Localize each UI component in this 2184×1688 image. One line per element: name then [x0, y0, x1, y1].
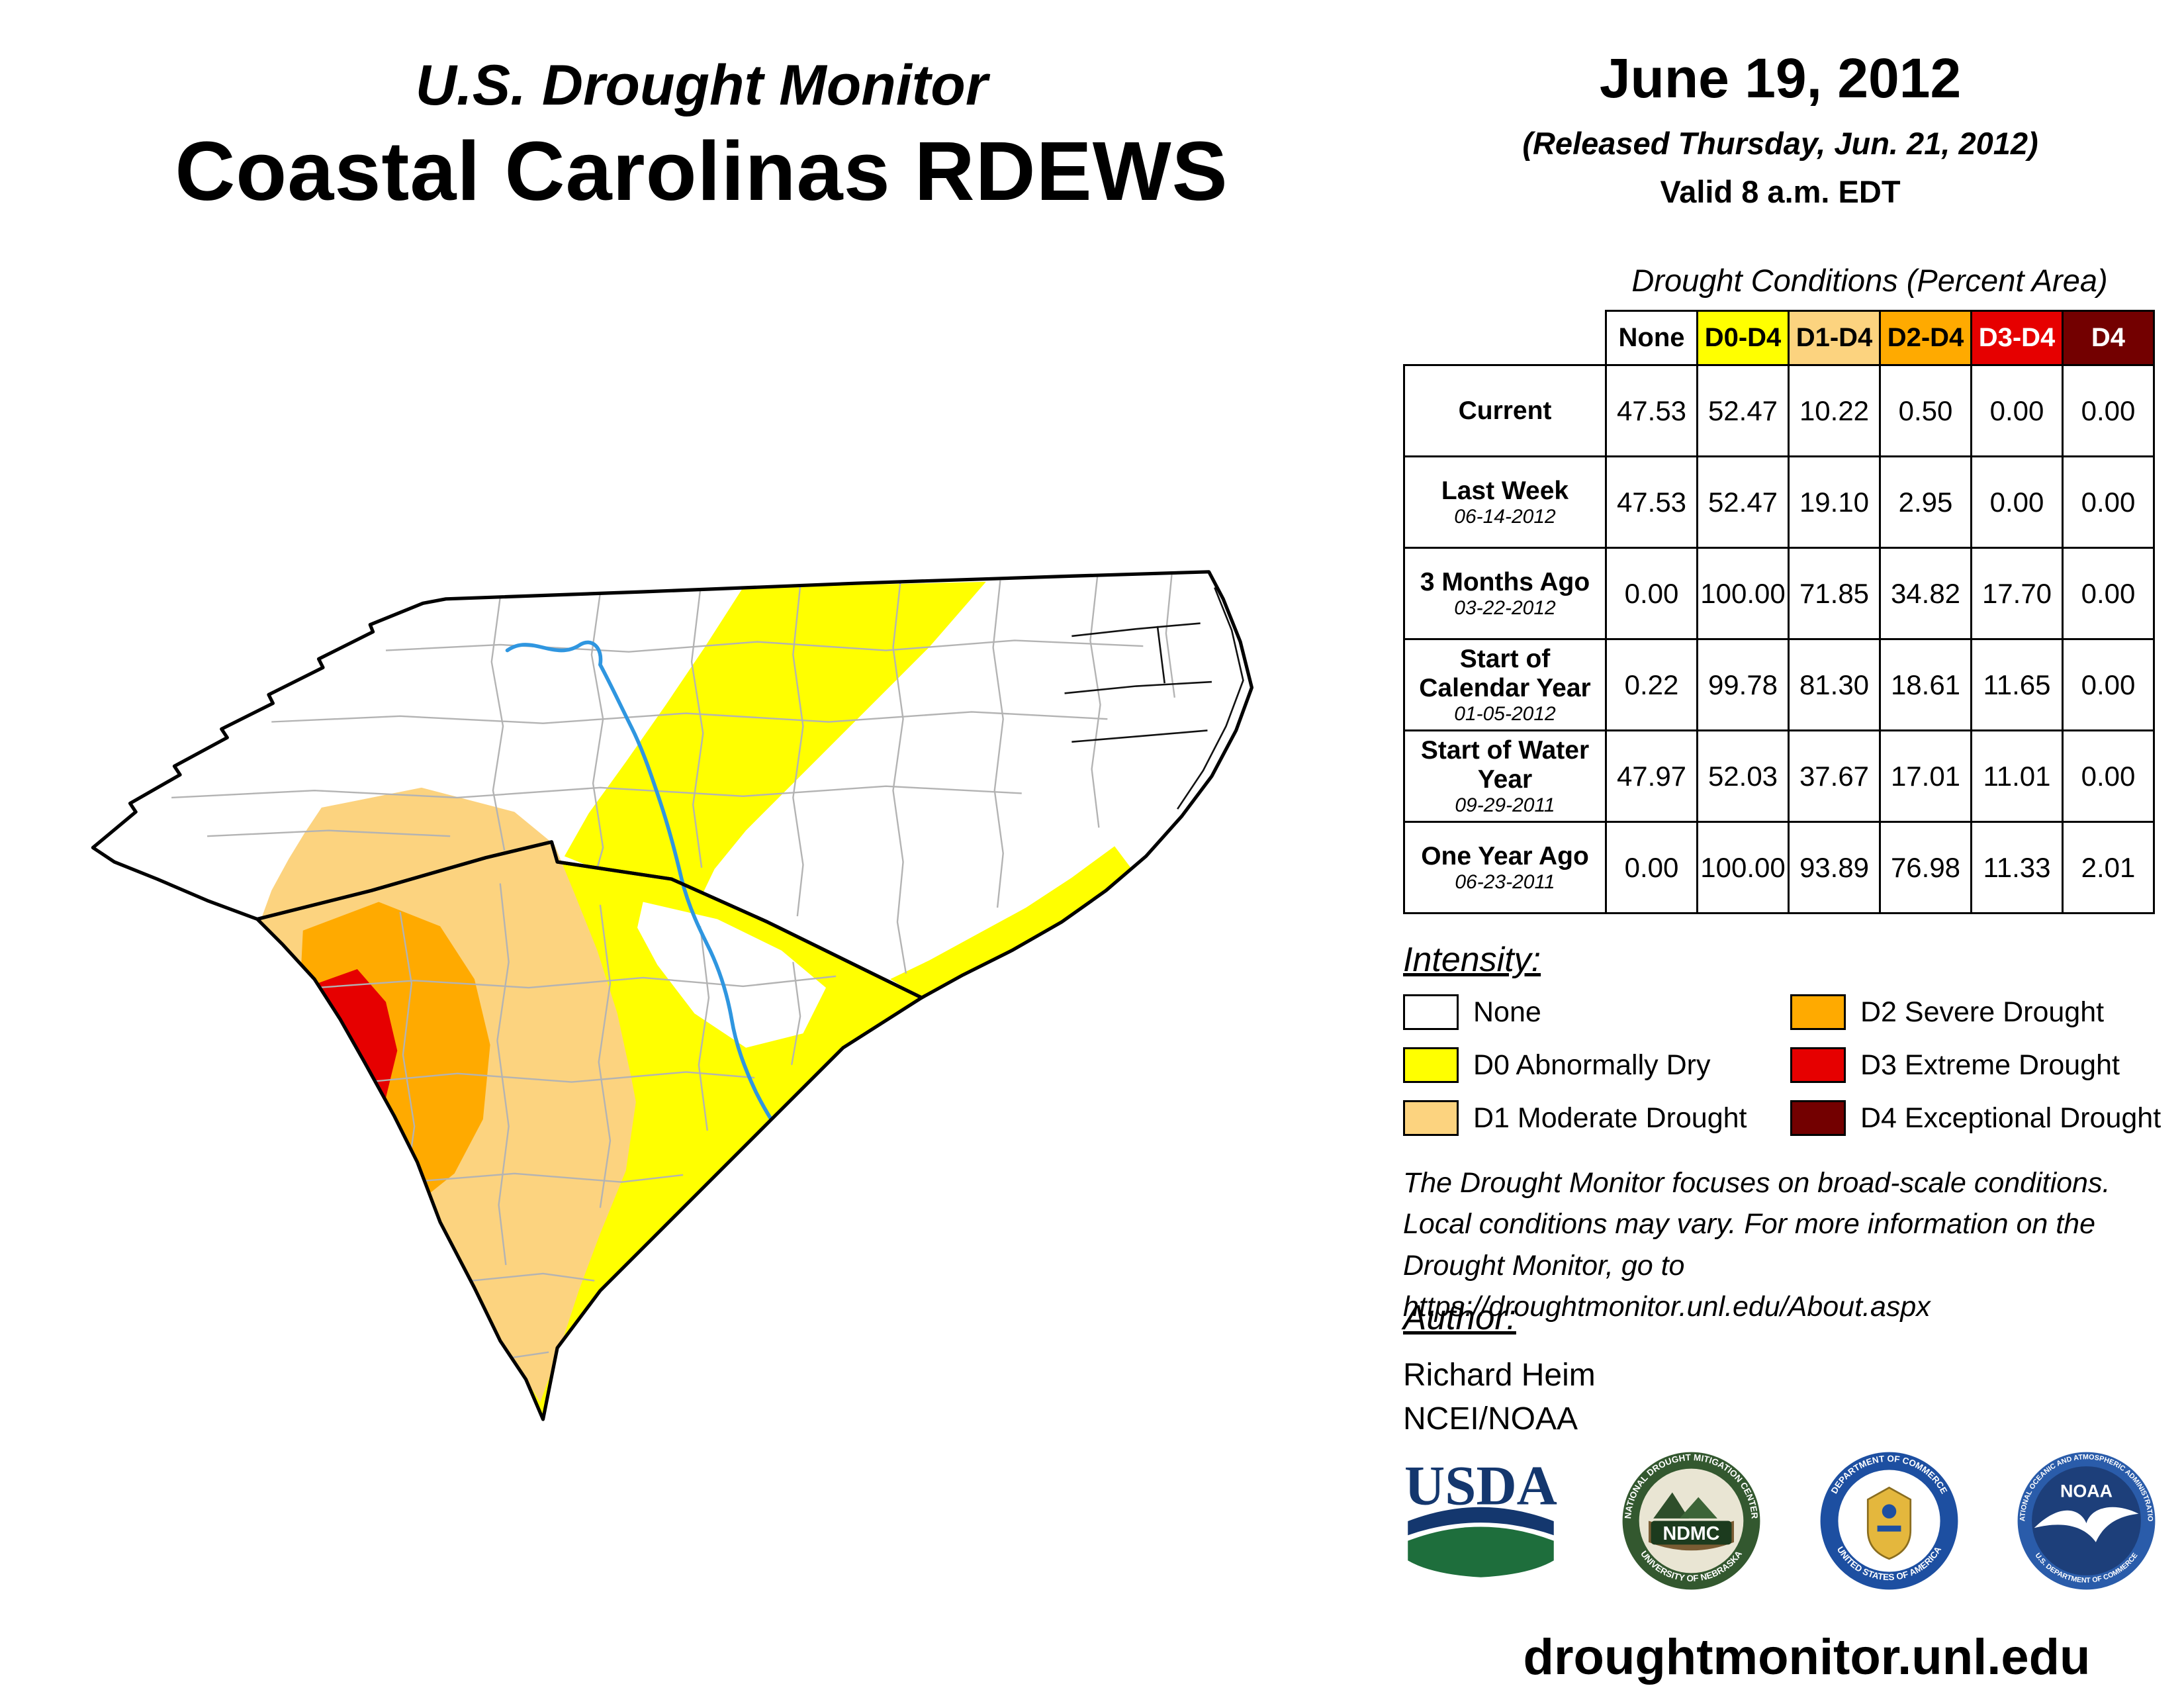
table-cell: 2.01	[2062, 821, 2155, 914]
row-label: Start of Water Year 09-29-2011	[1403, 729, 1607, 823]
legend-item-d2: D2 Severe Drought	[1790, 994, 2104, 1030]
table-title: Drought Conditions (Percent Area)	[1631, 263, 2108, 298]
table-cell: 47.53	[1605, 455, 1698, 549]
row-label: 3 Months Ago 03-22-2012	[1403, 547, 1607, 640]
table-cell: 17.70	[1970, 547, 2064, 640]
legend-item-d0: D0 Abnormally Dry	[1403, 1047, 1710, 1083]
drought-monitor-url: droughtmonitor.unl.edu	[1523, 1629, 2091, 1685]
table-cell: 52.47	[1696, 455, 1790, 549]
table-cell: 52.03	[1696, 729, 1790, 823]
table-cell: 76.98	[1879, 821, 1972, 914]
drought-conditions-table: None D0-D4 D1-D4 D2-D4 D3-D4 D4 Current …	[1403, 310, 2155, 914]
legend-item-none: None	[1403, 994, 1541, 1030]
author-name: Richard Heim	[1403, 1358, 1596, 1393]
table-cell: 0.00	[1970, 364, 2064, 457]
region-title: Coastal Carolinas RDEWS	[175, 124, 1228, 218]
svg-text:NOAA: NOAA	[2060, 1481, 2113, 1501]
table-cell: 100.00	[1696, 547, 1790, 640]
river	[505, 640, 788, 1143]
program-title: U.S. Drought Monitor	[415, 54, 988, 117]
table-cell: 0.00	[2062, 364, 2155, 457]
svg-text:NDMC: NDMC	[1663, 1523, 1720, 1544]
drought-regions	[93, 571, 1252, 1420]
released-date: (Released Thursday, Jun. 21, 2012)	[1522, 126, 2038, 161]
map-date: June 19, 2012	[1599, 47, 1962, 109]
col-header-d3d4: D3-D4	[1970, 310, 2064, 366]
legend-item-d1: D1 Moderate Drought	[1403, 1100, 1747, 1136]
usda-logo: USDA	[1404, 1454, 1557, 1577]
table-row: Last Week 06-14-2012 47.53 52.47 19.10 2.…	[1403, 455, 2155, 549]
table-cell: 0.00	[2062, 638, 2155, 731]
table-cell: 11.01	[1970, 729, 2064, 823]
south-carolina-outline	[255, 840, 924, 1421]
row-label: Start of Calendar Year 01-05-2012	[1403, 638, 1607, 731]
legend-item-d3: D3 Extreme Drought	[1790, 1047, 2120, 1083]
col-header-d0d4: D0-D4	[1696, 310, 1790, 366]
table-cell: 11.33	[1970, 821, 2064, 914]
table-cell: 81.30	[1788, 638, 1881, 731]
svg-text:USDA: USDA	[1404, 1454, 1557, 1517]
table-cell: 71.85	[1788, 547, 1881, 640]
legend-swatch-d0	[1403, 1047, 1459, 1083]
table-row: 3 Months Ago 03-22-2012 0.00 100.00 71.85…	[1403, 547, 2155, 640]
region-d0-band	[564, 581, 986, 908]
table-row: One Year Ago 06-23-2011 0.00 100.00 93.89…	[1403, 821, 2155, 914]
table-cell: 0.00	[1605, 821, 1698, 914]
table-cell: 0.22	[1605, 638, 1698, 731]
table-row: Start of Water Year 09-29-2011 47.97 52.0…	[1403, 729, 2155, 823]
table-cell: 93.89	[1788, 821, 1881, 914]
legend-swatch-d3	[1790, 1047, 1846, 1083]
table-cell: 11.65	[1970, 638, 2064, 731]
table-corner	[1404, 310, 1606, 365]
table-cell: 19.10	[1788, 455, 1881, 549]
table-cell: 10.22	[1788, 364, 1881, 457]
table-cell: 37.67	[1788, 729, 1881, 823]
row-label: Last Week 06-14-2012	[1403, 455, 1607, 549]
legend-swatch-none	[1403, 994, 1459, 1030]
region-d0-coastal-strip	[890, 846, 1132, 998]
county-lines	[171, 574, 1175, 1360]
author-org: NCEI/NOAA	[1403, 1401, 1578, 1436]
table-cell: 2.95	[1879, 455, 1972, 549]
table-cell: 47.97	[1605, 729, 1698, 823]
table-cell: 34.82	[1879, 547, 1972, 640]
ndmc-logo: NDMC NATIONAL DROUGHT MITIGATION CENTER …	[1622, 1452, 1760, 1590]
date-block: June 19, 2012 (Released Thursday, Jun. 2…	[1430, 46, 2131, 210]
table-cell: 0.50	[1879, 364, 1972, 457]
author-heading: Author:	[1403, 1298, 1516, 1337]
valid-time: Valid 8 a.m. EDT	[1660, 174, 1901, 209]
disclaimer-text: The Drought Monitor focuses on broad-sca…	[1403, 1167, 2111, 1323]
table-cell: 99.78	[1696, 638, 1790, 731]
legend-item-d4: D4 Exceptional Drought	[1790, 1100, 2161, 1136]
table-cell: 0.00	[1605, 547, 1698, 640]
department-of-commerce-logo: DEPARTMENT OF COMMERCE UNITED STATES OF …	[1820, 1452, 1958, 1590]
table-row: Current 47.53 52.47 10.22 0.50 0.00 0.00	[1403, 364, 2155, 457]
table-cell: 17.01	[1879, 729, 1972, 823]
region-none-northeast-sc	[637, 902, 826, 1048]
table-cell: 0.00	[2062, 729, 2155, 823]
legend-title: Intensity:	[1403, 941, 1541, 979]
row-label: Current	[1403, 364, 1607, 457]
table-cell: 0.00	[2062, 455, 2155, 549]
table-cell: 52.47	[1696, 364, 1790, 457]
table-cell: 47.53	[1605, 364, 1698, 457]
table-cell: 0.00	[2062, 547, 2155, 640]
col-header-none: None	[1605, 310, 1698, 366]
sound-and-inlet-lines	[1064, 587, 1244, 810]
col-header-d4: D4	[2062, 310, 2155, 366]
table-row: Start of Calendar Year 01-05-2012 0.22 99…	[1403, 638, 2155, 731]
drought-map	[91, 570, 1253, 1421]
agency-logos: USDA NDMC NATIONAL DROUGHT MITIGATION CE…	[1396, 1450, 2158, 1592]
legend-swatch-d2	[1790, 994, 1846, 1030]
col-header-d1d4: D1-D4	[1788, 310, 1881, 366]
table-cell: 18.61	[1879, 638, 1972, 731]
legend-swatch-d1	[1403, 1100, 1459, 1136]
table-cell: 0.00	[1970, 455, 2064, 549]
col-header-d2d4: D2-D4	[1879, 310, 1972, 366]
noaa-logo: NOAA NATIONAL OCEANIC AND ATMOSPHERIC AD…	[2015, 1450, 2156, 1590]
table-cell: 100.00	[1696, 821, 1790, 914]
row-label: One Year Ago 06-23-2011	[1403, 821, 1607, 914]
legend-swatch-d4	[1790, 1100, 1846, 1136]
